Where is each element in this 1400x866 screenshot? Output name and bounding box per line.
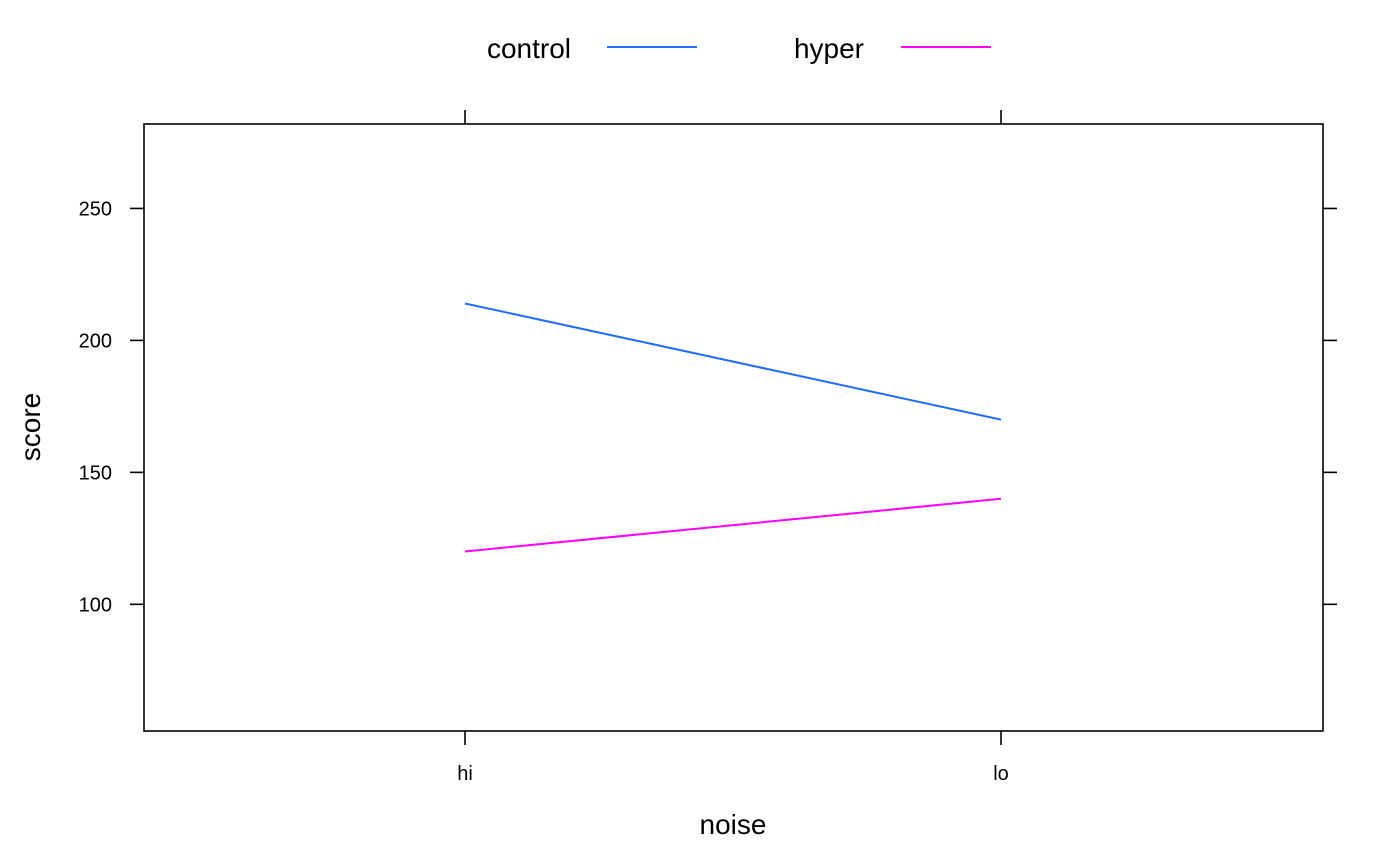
plot-frame: [143, 123, 1324, 732]
x-axis-title: noise: [700, 809, 767, 840]
y-tick-label-200: 200: [79, 330, 112, 352]
series-line-hyper: [464, 497, 1002, 553]
y-tick-label-250: 250: [79, 198, 112, 220]
series-line-control: [464, 302, 1002, 421]
series-lines: [464, 302, 1002, 553]
y-tick-label-100: 100: [79, 594, 112, 616]
axis-ticks: hi lo 100 150 200 250: [79, 110, 1337, 785]
legend-label-hyper: hyper: [794, 33, 864, 64]
x-tick-label-hi: hi: [457, 763, 473, 785]
y-tick-label-150: 150: [79, 462, 112, 484]
y-axis-title: score: [15, 393, 46, 461]
legend: control hyper: [487, 33, 991, 64]
x-tick-label-lo: lo: [993, 763, 1009, 785]
legend-label-control: control: [487, 33, 571, 64]
